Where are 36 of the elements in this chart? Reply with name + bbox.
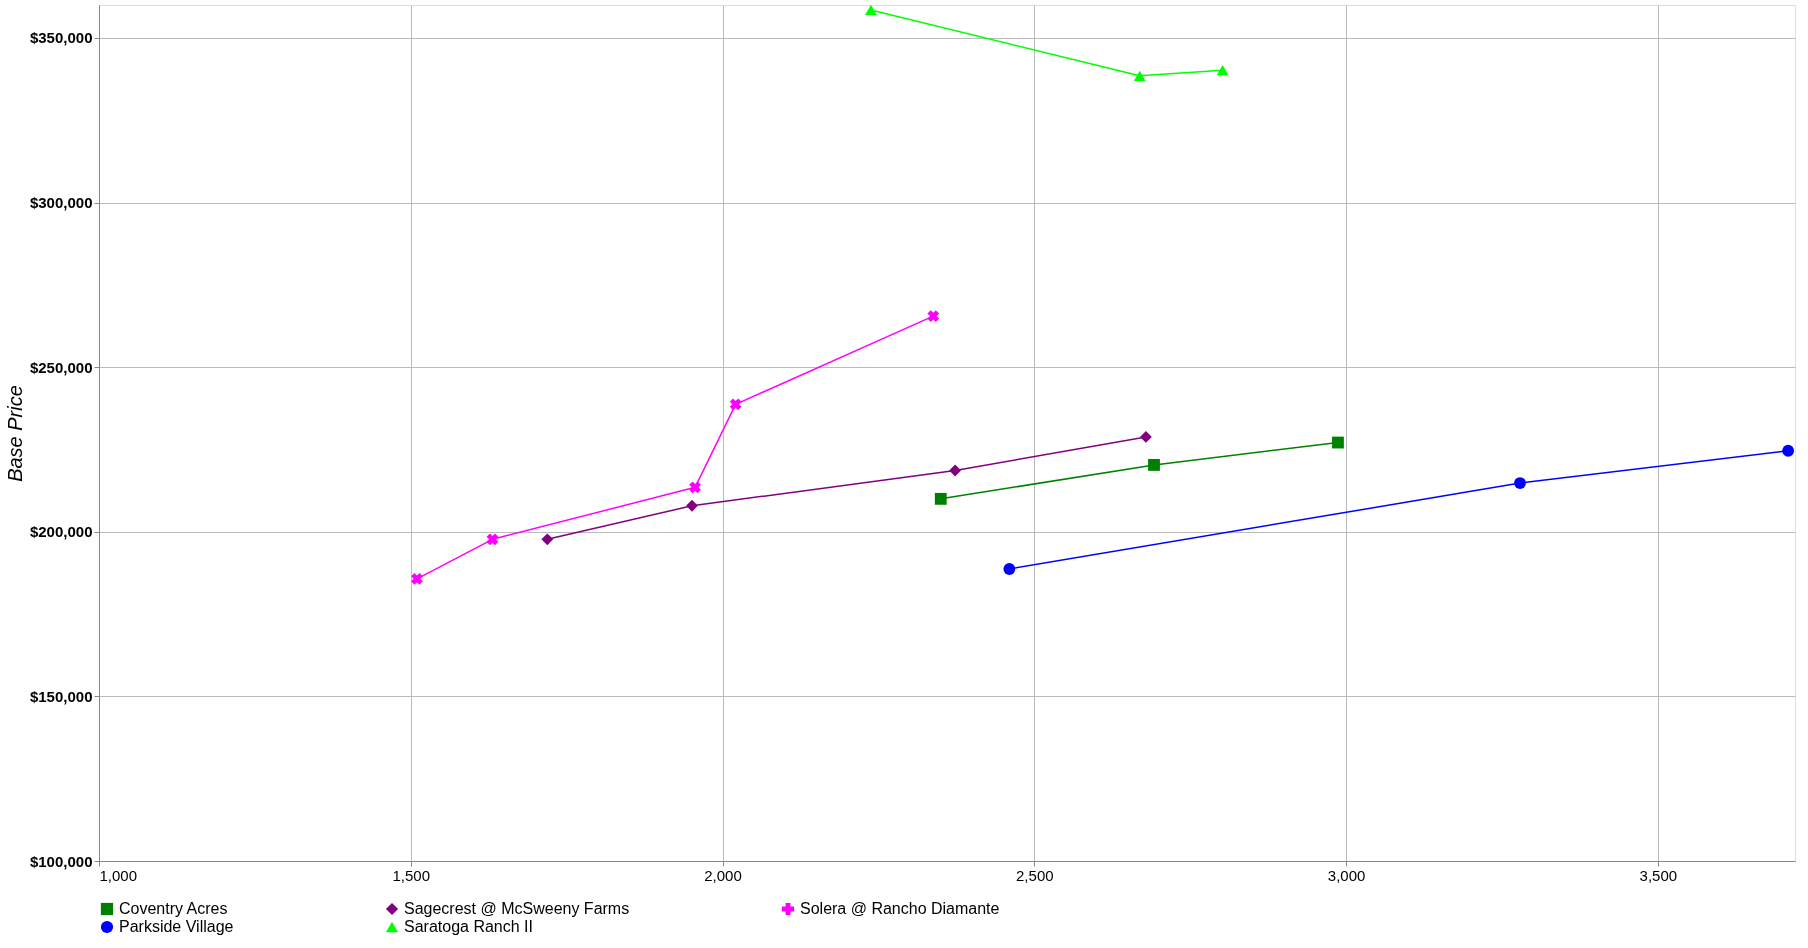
point	[486, 533, 499, 546]
point	[1332, 436, 1344, 449]
x-tick-label: 3,000	[1327, 866, 1366, 884]
y-tick-label: $150,000	[29, 687, 93, 705]
x-tick-label: 3,500	[1639, 866, 1678, 884]
y-tick-label: $200,000	[29, 523, 93, 541]
point	[1148, 459, 1160, 471]
x-tick-label: 1,500	[392, 866, 431, 884]
point	[934, 492, 947, 505]
point	[686, 499, 698, 512]
y-tick-label: $100,000	[29, 852, 93, 870]
y-tick-label: $350,000	[29, 29, 93, 47]
point	[541, 533, 554, 546]
point	[1514, 477, 1526, 489]
point	[927, 310, 940, 322]
legend-label: Sagecrest @ McSweeny Farms	[404, 900, 630, 917]
x-tick-label: 1,000	[99, 866, 138, 884]
y-tick-label: $300,000	[29, 194, 93, 212]
point	[1216, 65, 1229, 76]
legend-label: Parkside Village	[119, 918, 234, 935]
point	[865, 4, 877, 16]
point	[689, 481, 701, 494]
point	[1782, 444, 1795, 457]
legend-label: Saratoga Ranch II	[404, 918, 533, 935]
point	[411, 572, 423, 585]
point	[1133, 70, 1146, 81]
legend-label: Solera @ Rancho Diamante	[800, 900, 1000, 917]
point	[1003, 563, 1016, 575]
point	[949, 464, 962, 477]
legend-label: Coventry Acres	[119, 900, 228, 917]
x-tick-label: 2,500	[1016, 866, 1054, 884]
point	[729, 398, 742, 411]
y-axis-title: Base Price	[3, 385, 26, 482]
y-tick-label: $250,000	[29, 358, 93, 376]
point	[1139, 431, 1152, 443]
x-tick-label: 2,000	[704, 866, 742, 884]
